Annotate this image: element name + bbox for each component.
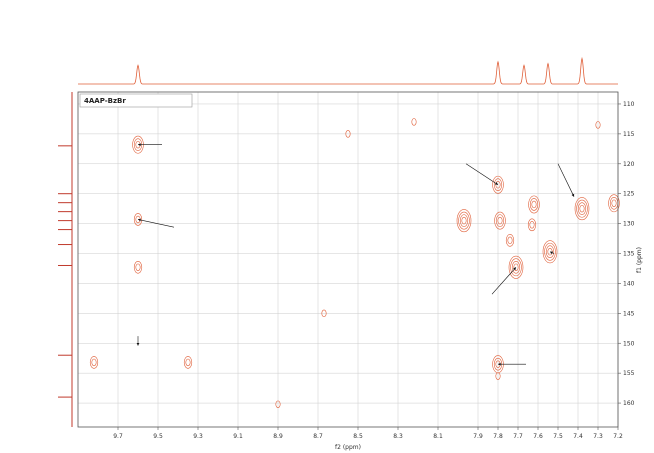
x-tick-label: 8.3 <box>393 433 403 440</box>
y-axis: 110 115 120 125 130 135 140 145 150 155 160 <box>618 101 635 407</box>
annotation-arrowhead <box>138 143 141 147</box>
cross-peak-contour <box>527 218 537 232</box>
x-tick-label: 7.5 <box>553 433 563 440</box>
x-tick-label: 7.8 <box>493 433 503 440</box>
cross-peak-contour <box>321 309 327 318</box>
cross-peak-contour <box>91 358 97 367</box>
cross-peak-contour <box>185 358 191 367</box>
cross-peak-contour <box>544 242 556 261</box>
y-tick-label: 145 <box>623 310 635 317</box>
y-tick-label: 110 <box>623 101 635 108</box>
cross-peak-contour <box>495 181 501 189</box>
cross-peak-contour <box>495 372 501 380</box>
x-tick-label: 7.7 <box>513 433 523 440</box>
x-tick-label: 7.4 <box>573 433 583 440</box>
cross-peak-contour <box>456 209 472 233</box>
annotation-arrow <box>491 267 517 295</box>
plot-frame <box>77 91 619 428</box>
annotation-arrowhead <box>571 193 575 197</box>
y-tick-label: 125 <box>623 191 635 198</box>
cross-peak-contour <box>505 234 515 247</box>
cross-peak-contour <box>542 240 558 264</box>
annotation-arrow <box>137 219 175 228</box>
y-tick-label: 135 <box>623 251 635 258</box>
cross-peak-contour <box>511 260 521 274</box>
annotation-arrowhead <box>495 182 498 185</box>
cross-peak-contour <box>528 195 540 214</box>
y-tick-label: 120 <box>623 161 635 168</box>
cross-peak-contour <box>529 221 535 229</box>
proton-1d-trace <box>78 56 618 85</box>
annotation-arrowhead <box>513 267 516 271</box>
y-tick-label: 160 <box>623 400 635 407</box>
cross-peak-contour <box>611 199 617 207</box>
cross-peak-contour <box>135 263 141 271</box>
y-tick-label: 155 <box>623 370 635 377</box>
x-tick-label: 7.2 <box>613 433 623 440</box>
cross-peak-contour <box>574 197 590 221</box>
y-tick-label: 130 <box>623 221 635 228</box>
chart-title: 4AAP-BzBr <box>84 97 126 105</box>
x-tick-label: 7.9 <box>473 433 483 440</box>
cross-peak-contour <box>461 216 467 225</box>
cross-peak-contour <box>595 121 601 129</box>
x-tick-label: 8.7 <box>313 433 323 440</box>
cross-peak-contour <box>608 194 620 213</box>
annotation-arrowhead <box>136 343 140 346</box>
cross-peak-contour <box>576 199 588 218</box>
annotation-arrow <box>557 163 575 197</box>
cross-peak-contour <box>508 255 524 279</box>
y-tick-label: 115 <box>623 131 635 138</box>
x-tick-label: 9.1 <box>233 433 243 440</box>
cross-peak-contour <box>494 211 506 230</box>
cross-peak-contour <box>577 202 587 215</box>
cross-peak-contour <box>495 214 505 227</box>
cross-peak-contour <box>579 204 585 213</box>
cross-peak-contour <box>545 245 555 259</box>
annotation-arrow <box>465 163 499 185</box>
cross-peak-contour <box>510 258 522 277</box>
cross-peak-contour <box>411 118 417 126</box>
cross-peak-contour <box>497 216 503 225</box>
cross-peak-contour <box>133 213 143 226</box>
cross-peak-contour <box>459 214 469 227</box>
cross-peak-contour <box>507 236 513 245</box>
x-tick-label: 8.1 <box>433 433 443 440</box>
x-axis: 9.7 9.5 9.3 9.1 8.9 8.7 8.5 8.3 8.1 7.9 7.8 7.7 7.6 7… <box>113 427 623 440</box>
cross-peak-contour <box>493 178 503 192</box>
cross-peak-contour <box>89 356 99 369</box>
x-tick-label: 8.5 <box>353 433 363 440</box>
x-tick-label: 9.3 <box>193 433 203 440</box>
peak-annotations <box>136 143 575 366</box>
annotation-arrowhead <box>138 218 141 222</box>
x-tick-label: 8.9 <box>273 433 283 440</box>
title-box <box>79 93 193 108</box>
cross-peak-contour <box>133 260 143 274</box>
x-tick-label: 9.7 <box>113 433 123 440</box>
cross-peak-contour <box>458 211 470 230</box>
x-axis-label: f2 (ppm) <box>335 444 361 451</box>
cross-peak-contour <box>529 198 539 211</box>
y-axis-label: f1 (ppm) <box>636 247 643 273</box>
cross-peak-contour <box>345 130 351 138</box>
cross-peak-contour <box>275 400 281 408</box>
y-tick-label: 140 <box>623 280 635 287</box>
carbon-projection <box>58 145 72 398</box>
annotation-arrowhead <box>550 251 553 255</box>
cross-peak-contour <box>531 200 537 209</box>
y-tick-label: 150 <box>623 340 635 347</box>
x-tick-label: 7.3 <box>593 433 603 440</box>
cross-peak-contours <box>89 118 620 408</box>
annotation-arrowhead <box>498 362 501 366</box>
cross-peak-contour <box>183 356 193 369</box>
cross-peak-contour <box>513 263 519 271</box>
cross-peak-contour <box>492 175 504 194</box>
x-tick-label: 9.5 <box>153 433 163 440</box>
x-tick-label: 7.6 <box>533 433 543 440</box>
